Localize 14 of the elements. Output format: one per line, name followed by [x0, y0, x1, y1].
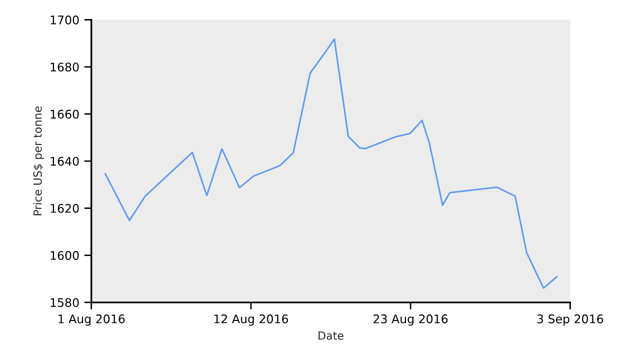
y-tick-label: 1680	[50, 62, 79, 72]
y-tick-label: 1660	[50, 110, 79, 119]
y-tick-label: 1600	[50, 251, 79, 260]
x-tick-label: 3 Sep 2016	[537, 314, 604, 326]
line-series	[104, 38, 558, 289]
x-tick-label: 23 Aug 2016	[374, 314, 448, 326]
x-tick-label: 12 Aug 2016	[214, 314, 288, 326]
y-axis-title: Price US$ per tonne	[33, 106, 44, 216]
x-axis-title: Date	[318, 332, 344, 340]
x-tick-label: 1 Aug 2016	[58, 314, 125, 326]
y-tick-label: 1700	[50, 16, 79, 24]
y-tick-label: 1620	[50, 204, 79, 213]
y-tick-label: 1580	[50, 298, 79, 308]
y-tick-label: 1640	[50, 156, 79, 166]
